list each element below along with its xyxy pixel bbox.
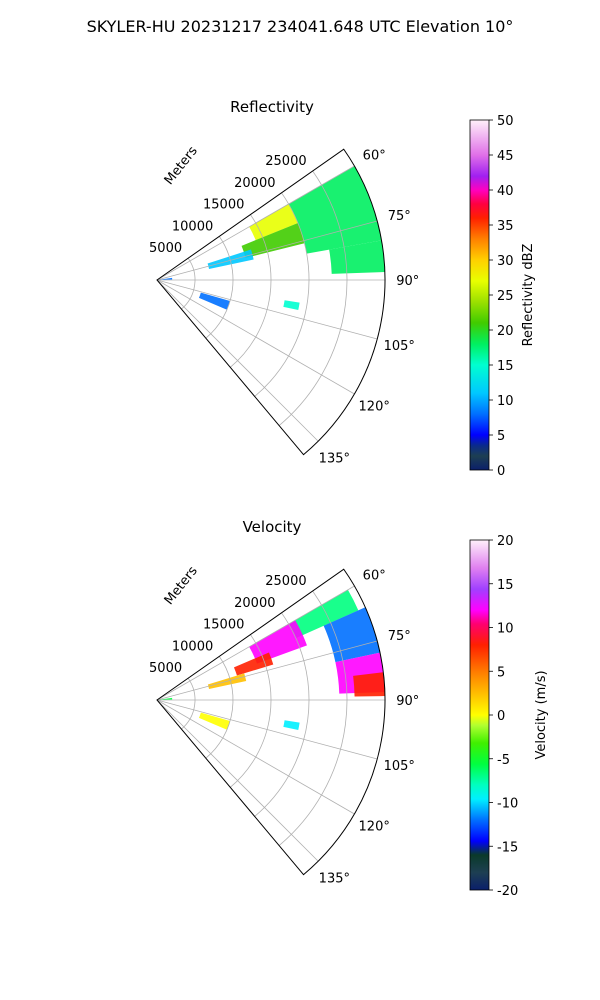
echo-region: [198, 292, 231, 310]
sector-outline: [156, 568, 386, 876]
echo-region: [288, 589, 359, 639]
colorbar-tick-label: 15: [497, 359, 514, 374]
colorbar-tick-label: -5: [497, 753, 510, 768]
colorbar-label: Velocity (m/s): [534, 670, 549, 759]
colorbar-tick-label: 50: [497, 114, 514, 129]
colorbar-tick-label: 5: [497, 429, 505, 444]
reflectivity-colorbar: 0 5 10 15 20 25 30 35 40 45 50 Reflectivity dBZ: [469, 114, 536, 479]
colorbar-bar: [469, 539, 490, 891]
azimuth-tick-label: 135°: [319, 871, 350, 886]
azimuth-tick-label: 105°: [384, 339, 415, 354]
echo-region: [157, 277, 173, 280]
colorbar-tick-label: 40: [497, 184, 514, 199]
azimuth-tick-label: 105°: [384, 759, 415, 774]
colorbar-tick-label: 5: [497, 665, 505, 680]
colorbar-tick-label: -20: [497, 884, 518, 899]
colorbar-ticks: 0 5 10 15 20 25 30 35 40 45 50: [489, 114, 514, 479]
range-ring: [181, 257, 196, 310]
echo-region: [353, 672, 385, 697]
echo-region: [249, 204, 298, 241]
range-tick-label: 20000: [234, 176, 275, 191]
azimuth-tick-label: 60°: [363, 149, 386, 164]
echo-region: [157, 697, 173, 700]
range-tick-label: 10000: [172, 219, 213, 234]
range-axis-label: Meters: [162, 564, 201, 608]
azimuth-spoke: [156, 699, 355, 815]
azimuth-spoke: [156, 220, 378, 281]
range-ring: [181, 677, 196, 730]
azimuth-tick-label: 60°: [363, 569, 386, 584]
range-axis-label: Meters: [162, 144, 201, 188]
range-tick-label: 15000: [203, 618, 244, 633]
range-ring: [230, 214, 272, 368]
azimuth-spoke: [156, 279, 378, 340]
colorbar-tick-label: 30: [497, 254, 514, 269]
colorbar-tick-label: 20: [497, 534, 514, 549]
range-tick-label: 25000: [265, 574, 306, 589]
echo-region: [283, 720, 300, 731]
colorbar-tick-label: 10: [497, 622, 514, 637]
azimuth-tick-label: 120°: [359, 399, 390, 414]
echo-region: [288, 166, 382, 254]
figure-title: SKYLER-HU 20231217 234041.648 UTC Elevat…: [87, 17, 514, 36]
echo-region: [241, 223, 305, 258]
range-ring: [230, 634, 272, 788]
range-ring: [254, 612, 310, 817]
range-ring: [278, 170, 348, 426]
colorbar-tick-label: 0: [497, 464, 505, 479]
colorbar-bar: [469, 119, 490, 471]
colorbar-tick-label: 35: [497, 219, 514, 234]
colorbar-tick-label: 20: [497, 324, 514, 339]
range-tick-label: 15000: [203, 198, 244, 213]
panel-title: Reflectivity: [230, 98, 314, 116]
azimuth-spoke: [156, 699, 378, 760]
echo-region: [329, 240, 385, 274]
azimuth-tick-label: 120°: [359, 819, 390, 834]
polar-grid: [156, 585, 385, 862]
polar-grid: [156, 165, 385, 442]
colorbar-ticks: -20 -15 -10 -5 0 5 10 15 20: [489, 534, 518, 899]
colorbar-tick-label: 45: [497, 149, 514, 164]
range-tick-label: 25000: [265, 154, 306, 169]
velocity-colorbar: -20 -15 -10 -5 0 5 10 15 20 Velocity (m/s): [469, 534, 549, 899]
range-ring: [205, 656, 234, 759]
colorbar-tick-label: 10: [497, 394, 514, 409]
colorbar-tick-label: -15: [497, 840, 518, 855]
azimuth-spoke: [156, 279, 355, 395]
range-tick-label: 20000: [234, 596, 275, 611]
echo-region: [198, 712, 231, 730]
reflectivity-panel: Reflectivity 5000 10000 15000 20000 25000 60°…: [149, 98, 536, 479]
azimuth-tick-label: 90°: [396, 694, 419, 709]
azimuth-tick-label: 135°: [319, 451, 350, 466]
range-tick-label: 10000: [172, 639, 213, 654]
velocity-panel: Velocity 5000 10000 15000 20000 25000 60° 75° 9…: [149, 518, 549, 899]
axis-labels: 5000 10000 15000 20000 25000 60° 75° 90° 105° 120…: [149, 149, 419, 467]
colorbar-label: Reflectivity dBZ: [521, 244, 536, 347]
axis-labels: 5000 10000 15000 20000 25000 60° 75° 90° 105° 120…: [149, 569, 419, 887]
range-tick-label: 5000: [149, 661, 182, 676]
azimuth-tick-label: 75°: [388, 209, 411, 224]
colorbar-tick-label: 0: [497, 709, 505, 724]
echo-region: [323, 607, 381, 663]
azimuth-spoke: [156, 699, 319, 862]
azimuth-spoke: [156, 279, 319, 442]
azimuth-spoke: [156, 640, 378, 701]
range-ring: [278, 590, 348, 846]
velocity-echoes: [157, 589, 385, 731]
colorbar-tick-label: -10: [497, 797, 518, 812]
range-ring: [205, 236, 234, 339]
panel-title: Velocity: [243, 518, 302, 536]
echo-region: [283, 300, 300, 311]
azimuth-spoke: [156, 165, 355, 281]
colorbar-tick-label: 15: [497, 578, 514, 593]
colorbar-tick-label: 25: [497, 289, 514, 304]
azimuth-tick-label: 90°: [396, 274, 419, 289]
range-ring: [254, 192, 310, 397]
range-tick-label: 5000: [149, 241, 182, 256]
azimuth-spoke: [156, 585, 355, 701]
azimuth-tick-label: 75°: [388, 629, 411, 644]
sector-outline: [156, 148, 386, 456]
